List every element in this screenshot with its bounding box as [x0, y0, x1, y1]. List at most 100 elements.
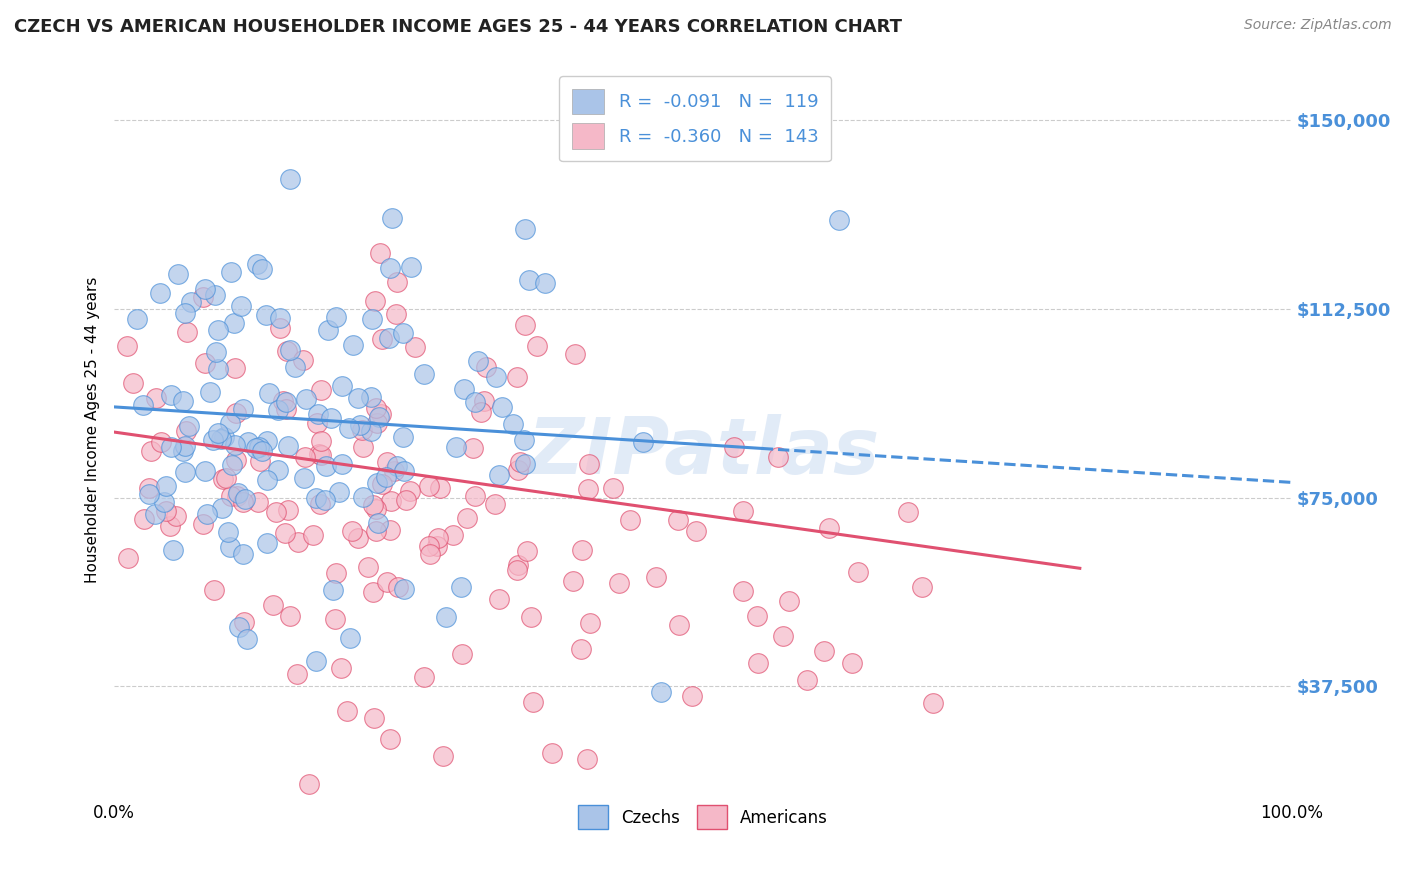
Point	[385, 275, 408, 289]
Point	[315, 459, 337, 474]
Point	[328, 484, 350, 499]
Point	[284, 359, 307, 374]
Point	[211, 501, 233, 516]
Point	[668, 617, 690, 632]
Point	[174, 306, 197, 320]
Point	[155, 479, 177, 493]
Point	[269, 321, 291, 335]
Point	[191, 290, 214, 304]
Point	[138, 481, 160, 495]
Point	[278, 171, 301, 186]
Point	[378, 331, 401, 345]
Point	[204, 287, 226, 301]
Point	[418, 479, 440, 493]
Point	[209, 432, 232, 446]
Point	[450, 580, 472, 594]
Point	[375, 455, 398, 469]
Point	[387, 580, 409, 594]
Point	[325, 566, 347, 580]
Point	[520, 610, 543, 624]
Point	[418, 539, 440, 553]
Point	[432, 749, 454, 764]
Point	[172, 394, 194, 409]
Point	[578, 616, 600, 631]
Point	[139, 443, 162, 458]
Point	[419, 548, 441, 562]
Point	[254, 309, 277, 323]
Point	[305, 654, 328, 668]
Point	[349, 417, 371, 432]
Point	[474, 360, 496, 375]
Point	[195, 508, 218, 522]
Point	[202, 433, 225, 447]
Point	[413, 670, 436, 684]
Point	[217, 525, 239, 540]
Point	[633, 435, 655, 450]
Point	[509, 455, 531, 469]
Point	[291, 353, 314, 368]
Point	[381, 211, 404, 226]
Point	[125, 311, 148, 326]
Point	[602, 481, 624, 495]
Point	[138, 487, 160, 501]
Point	[378, 732, 401, 747]
Point	[513, 458, 536, 472]
Point	[350, 423, 373, 437]
Point	[464, 489, 486, 503]
Point	[165, 508, 187, 523]
Point	[219, 540, 242, 554]
Point	[747, 657, 769, 671]
Point	[731, 503, 754, 517]
Point	[250, 262, 273, 277]
Point	[309, 384, 332, 398]
Point	[224, 361, 246, 376]
Point	[817, 521, 839, 535]
Point	[308, 447, 330, 461]
Point	[232, 615, 254, 630]
Point	[319, 411, 342, 425]
Point	[470, 404, 492, 418]
Point	[316, 323, 339, 337]
Point	[274, 526, 297, 541]
Point	[212, 430, 235, 444]
Point	[207, 323, 229, 337]
Point	[464, 394, 486, 409]
Point	[160, 440, 183, 454]
Point	[226, 486, 249, 500]
Point	[516, 543, 538, 558]
Point	[309, 448, 332, 462]
Point	[145, 391, 167, 405]
Point	[225, 489, 247, 503]
Point	[745, 608, 768, 623]
Point	[506, 370, 529, 384]
Point	[194, 356, 217, 370]
Point	[224, 316, 246, 330]
Point	[772, 629, 794, 643]
Point	[375, 469, 398, 483]
Point	[456, 511, 478, 525]
Point	[173, 439, 195, 453]
Point	[434, 610, 457, 624]
Point	[176, 424, 198, 438]
Point	[685, 524, 707, 538]
Point	[370, 407, 392, 421]
Point	[278, 608, 301, 623]
Point	[382, 464, 405, 478]
Point	[517, 272, 540, 286]
Point	[340, 524, 363, 538]
Legend: Czechs, Americans: Czechs, Americans	[571, 798, 835, 836]
Point	[295, 392, 318, 407]
Point	[236, 435, 259, 450]
Point	[274, 402, 297, 417]
Point	[232, 495, 254, 509]
Point	[159, 519, 181, 533]
Point	[911, 580, 934, 594]
Point	[202, 582, 225, 597]
Point	[277, 439, 299, 453]
Point	[467, 354, 489, 368]
Point	[569, 642, 592, 657]
Point	[367, 516, 389, 530]
Point	[271, 394, 294, 409]
Point	[461, 441, 484, 455]
Point	[352, 491, 374, 505]
